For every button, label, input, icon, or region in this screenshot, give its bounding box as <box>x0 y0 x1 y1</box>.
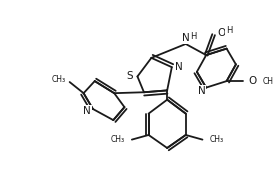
Text: CH₃: CH₃ <box>262 77 273 86</box>
Text: O: O <box>217 28 225 38</box>
Text: N: N <box>175 62 183 72</box>
Text: H: H <box>226 27 233 36</box>
Text: N: N <box>198 86 205 96</box>
Text: H: H <box>190 32 196 41</box>
Text: CH₃: CH₃ <box>111 135 125 144</box>
Text: CH₃: CH₃ <box>51 75 66 84</box>
Text: S: S <box>127 71 133 82</box>
Text: CH₃: CH₃ <box>209 135 223 144</box>
Text: N: N <box>84 106 91 116</box>
Text: N: N <box>182 33 190 43</box>
Text: O: O <box>248 76 257 86</box>
